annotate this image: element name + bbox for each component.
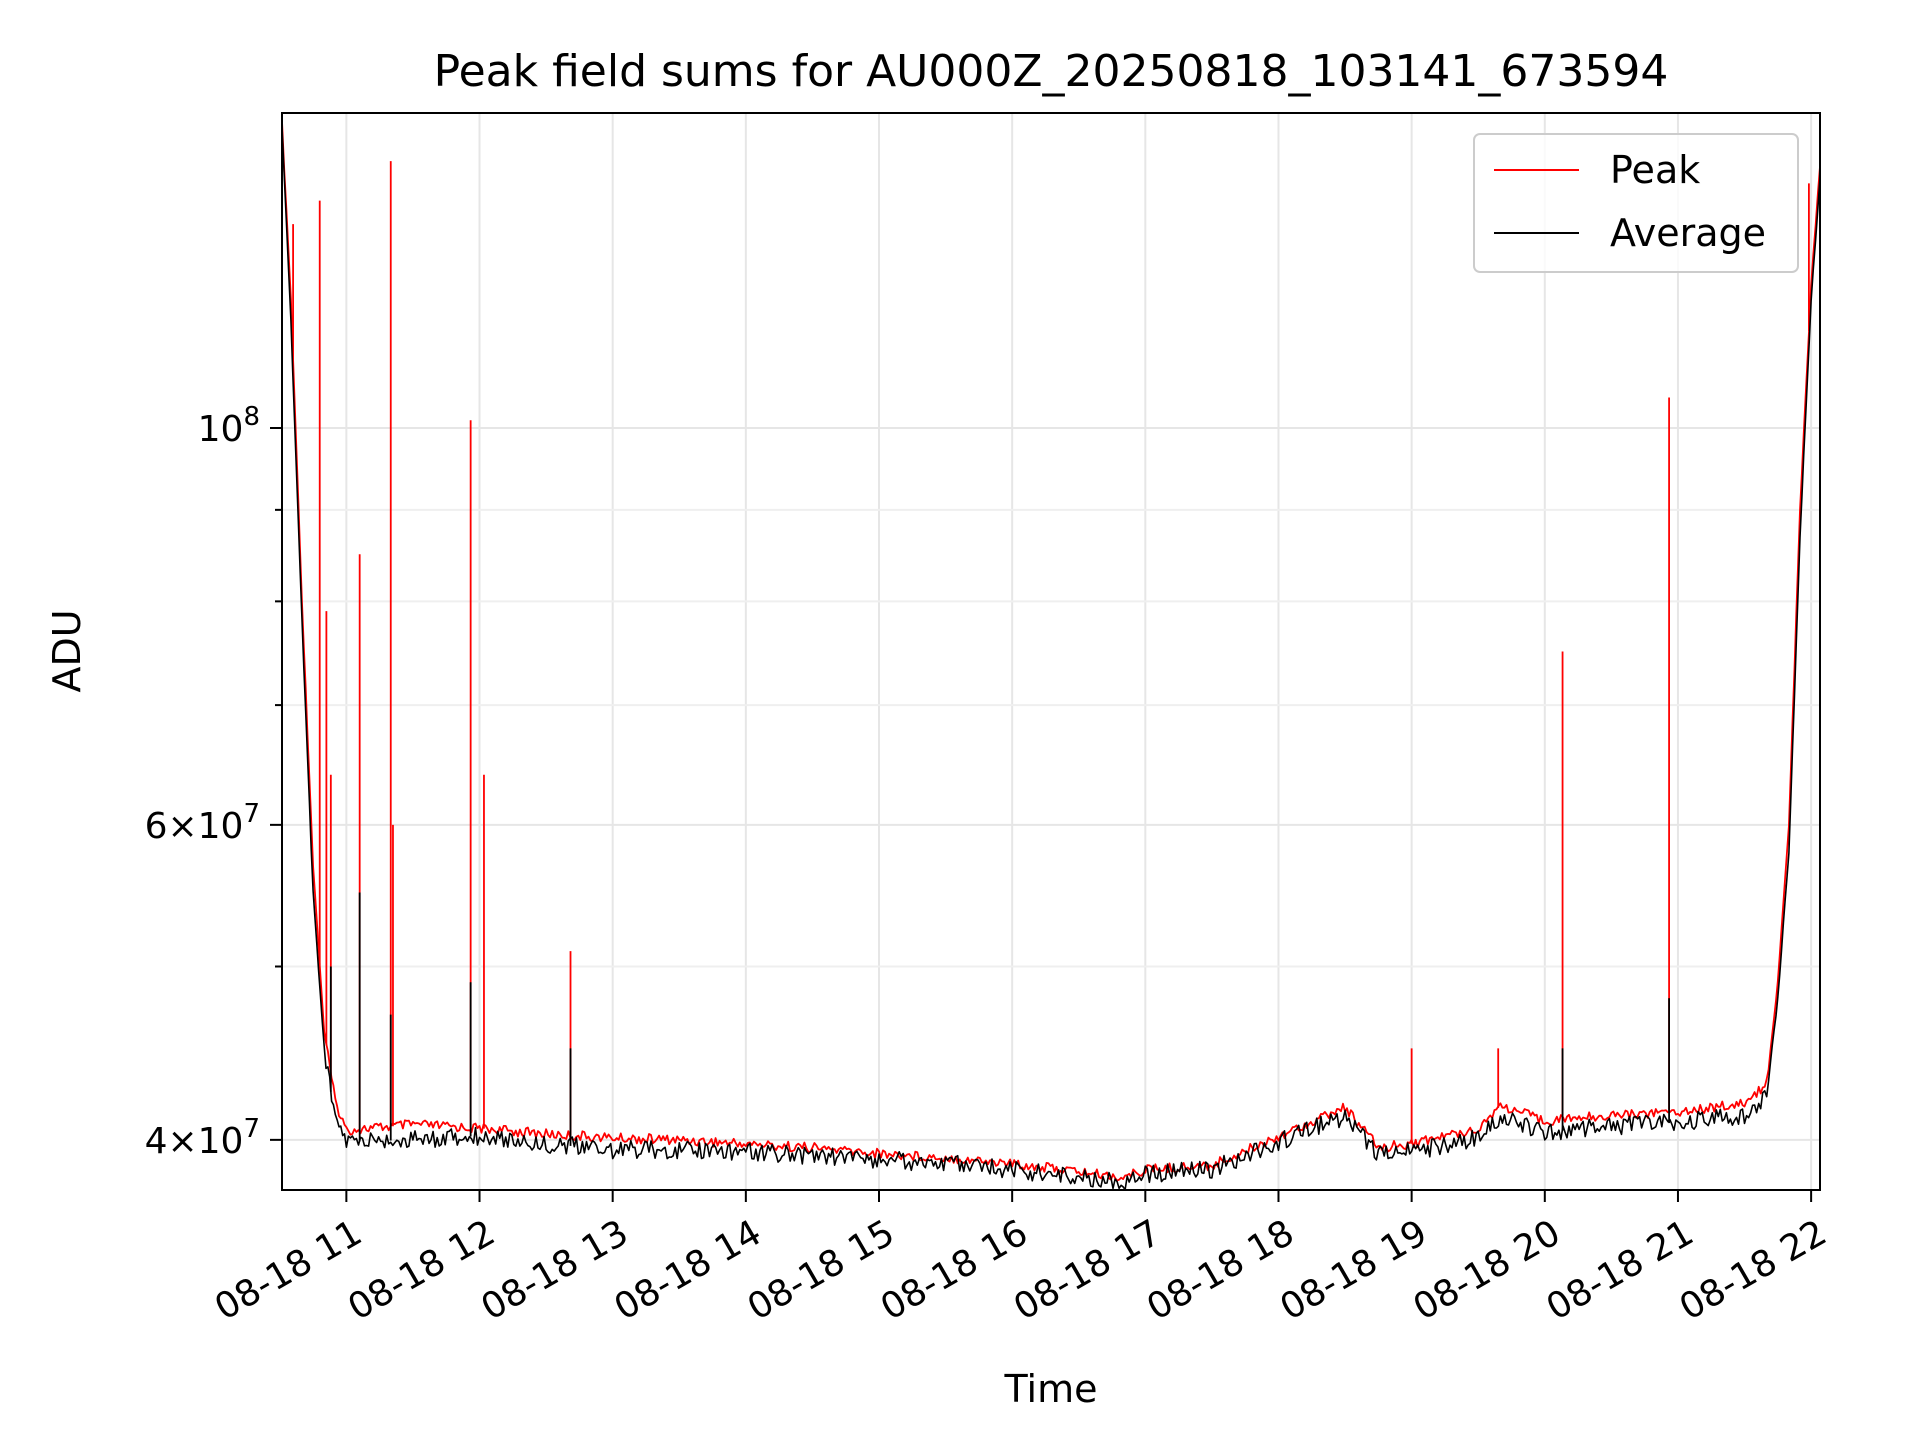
x-axis-label: Time [1004, 1367, 1098, 1411]
y-axis: 4×107 6×107 108 [145, 402, 282, 1162]
chart-title: Peak field sums for AU000Z_20250818_1031… [434, 46, 1669, 97]
legend-label-average: Average [1610, 211, 1766, 255]
y-tick-label: 108 [198, 402, 260, 450]
series-line-peak [281, 121, 1821, 1182]
y-tick-label: 4×107 [145, 1114, 260, 1162]
series-layer [281, 121, 1821, 1191]
series-line-average [281, 126, 1821, 1191]
plot-frame [281, 112, 1821, 1191]
legend-box [1473, 133, 1799, 273]
legend: Peak Average [1473, 133, 1799, 273]
grid [282, 113, 1820, 1190]
y-tick-label: 6×107 [145, 799, 260, 847]
legend-label-peak: Peak [1610, 148, 1700, 192]
y-axis-label: ADU [45, 609, 89, 692]
